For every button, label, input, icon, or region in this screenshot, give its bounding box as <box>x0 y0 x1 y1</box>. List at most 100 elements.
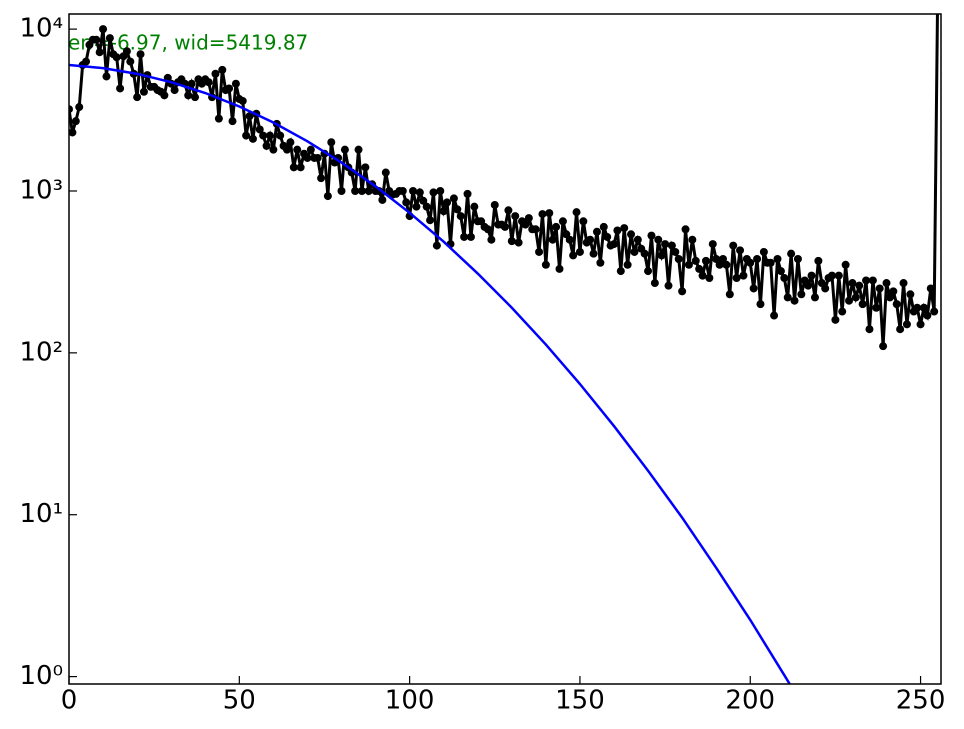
data-point <box>238 96 247 105</box>
data-point <box>102 72 111 81</box>
data-point <box>776 267 785 276</box>
data-point <box>616 267 625 276</box>
x-tick-label: 100 <box>385 686 435 716</box>
data-point <box>415 188 424 197</box>
data-point <box>136 50 145 59</box>
data-point <box>490 200 499 209</box>
data-point <box>845 296 854 305</box>
data-point <box>170 86 179 95</box>
data-point <box>804 281 813 290</box>
data-point <box>565 235 574 244</box>
data-point <box>783 293 792 302</box>
data-point <box>419 196 428 205</box>
data-point <box>865 325 874 334</box>
data-point <box>889 287 898 296</box>
data-point <box>674 255 683 264</box>
data-point <box>650 279 659 288</box>
data-point <box>248 134 257 143</box>
data-point <box>504 206 513 215</box>
data-point <box>521 220 530 229</box>
data-point <box>729 241 738 250</box>
data-point <box>902 320 911 329</box>
data-point <box>708 240 717 249</box>
data-point <box>821 284 830 293</box>
plot-area: cen=-6.97, wid=5419.87 <box>69 14 939 684</box>
data-point <box>545 209 554 218</box>
data-point <box>610 240 618 249</box>
data-point <box>378 195 387 204</box>
data-point <box>885 293 894 302</box>
data-point <box>749 284 758 293</box>
data-point <box>133 93 142 102</box>
data-point <box>255 125 264 134</box>
x-tick-label: 50 <box>223 686 256 716</box>
data-point <box>828 271 836 280</box>
data-point <box>684 260 693 269</box>
data-point <box>790 296 799 305</box>
data-point <box>122 47 131 56</box>
data-point <box>116 84 125 93</box>
data-point <box>916 320 925 329</box>
data-point <box>470 202 479 211</box>
data-point <box>99 25 108 34</box>
y-tick-label: 10³ <box>19 175 63 205</box>
data-point <box>691 256 700 265</box>
data-point <box>599 222 608 231</box>
data-point <box>483 225 492 234</box>
x-tick-label: 0 <box>61 686 78 716</box>
data-point <box>245 112 254 121</box>
data-point <box>412 202 421 211</box>
data-point <box>739 271 748 280</box>
data-point <box>402 198 411 207</box>
data-point <box>317 174 326 183</box>
data-point <box>361 163 370 172</box>
data-point <box>337 186 346 195</box>
data-point <box>283 145 291 154</box>
data-point <box>919 303 928 312</box>
data-point <box>443 198 452 207</box>
data-point <box>211 69 220 78</box>
data-point <box>432 241 441 250</box>
data-point <box>95 48 104 57</box>
data-point <box>531 225 540 234</box>
data-point <box>449 194 458 203</box>
data-point <box>572 208 581 217</box>
data-point <box>75 103 84 112</box>
data-point <box>756 300 765 309</box>
data-point <box>364 186 373 195</box>
data-point <box>698 271 707 280</box>
data-point <box>92 35 101 44</box>
data-point <box>858 300 867 309</box>
data-point <box>896 325 905 334</box>
data-point <box>231 79 240 88</box>
data-point <box>460 232 469 241</box>
x-tick-label: 200 <box>725 686 775 716</box>
data-point <box>773 255 782 264</box>
data-point <box>923 311 932 320</box>
data-point <box>667 241 676 250</box>
data-point <box>899 279 908 288</box>
data-point <box>759 247 768 256</box>
data-point <box>569 251 578 260</box>
data-point <box>69 105 73 114</box>
data-point <box>289 163 298 172</box>
data-point <box>872 303 881 312</box>
data-point <box>191 93 200 102</box>
data-point <box>732 274 741 283</box>
data-point <box>293 145 302 154</box>
y-tick-label: 10⁰ <box>19 661 63 691</box>
data-point <box>535 247 544 256</box>
data-point <box>296 163 305 172</box>
data-point <box>664 281 673 290</box>
data-point <box>354 145 363 154</box>
data-point <box>671 247 680 256</box>
data-point <box>589 249 598 258</box>
data-point <box>426 216 435 225</box>
data-point <box>613 226 622 235</box>
data-point <box>541 260 550 269</box>
data-point <box>705 274 714 283</box>
data-point <box>259 131 268 140</box>
data-point <box>501 222 509 231</box>
data-point <box>303 153 312 162</box>
data-point <box>71 117 80 126</box>
